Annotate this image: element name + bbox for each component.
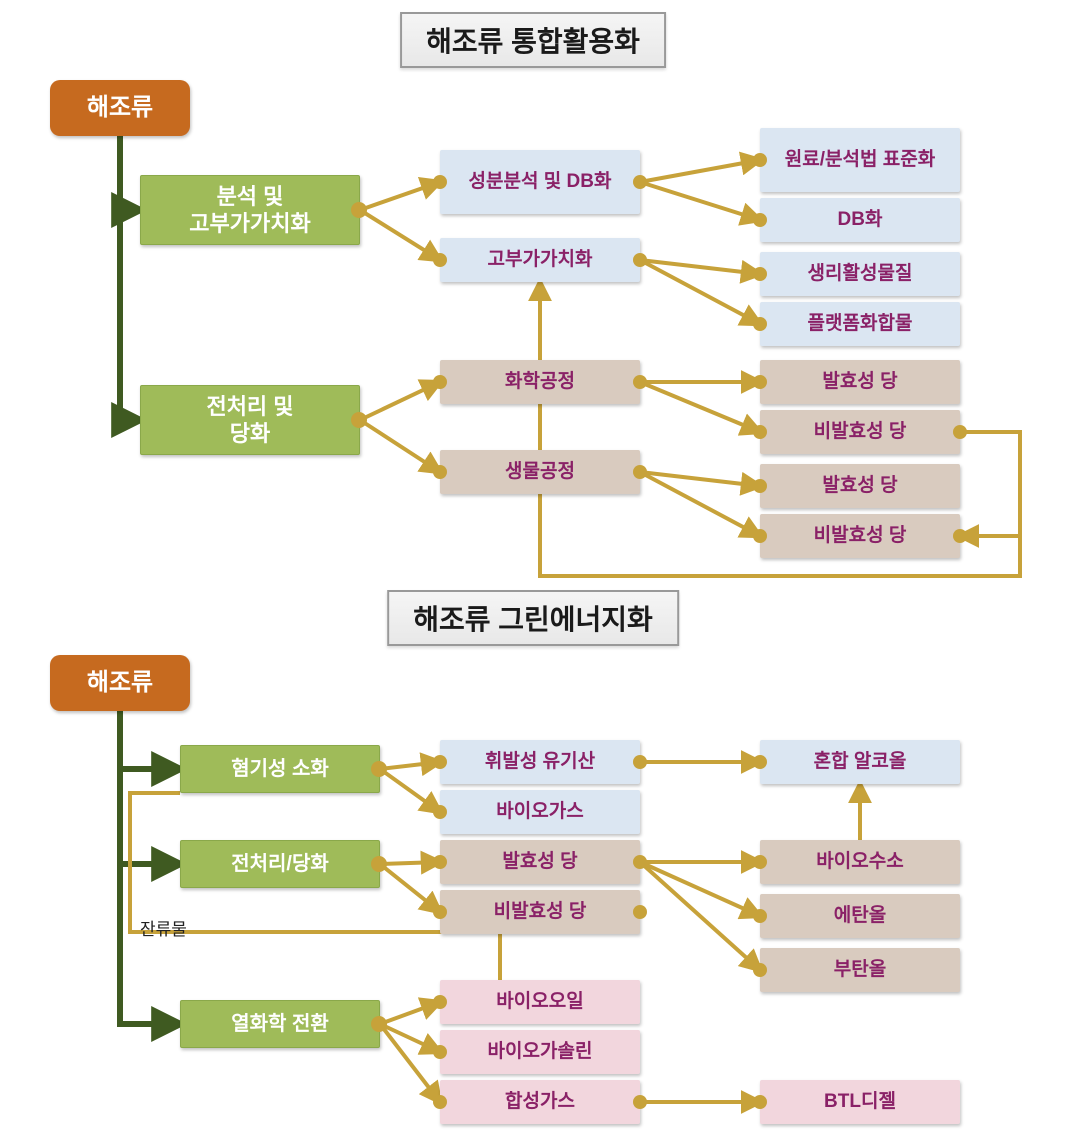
leaf-m3: 화학공정 (440, 360, 640, 404)
leaf-n4: 비발효성 당 (440, 890, 640, 934)
leaf-n6: 바이오가솔린 (440, 1030, 640, 1074)
leaf-n1: 휘발성 유기산 (440, 740, 640, 784)
section2-root: 해조류 (50, 655, 190, 711)
leaf-r2: DB화 (760, 198, 960, 242)
residue-label: 잔류물 (140, 915, 187, 940)
branch-c2: 전처리/당화 (180, 840, 380, 888)
leaf-r3: 생리활성물질 (760, 252, 960, 296)
leaf-r7: 발효성 당 (760, 464, 960, 508)
leaf-m4: 생물공정 (440, 450, 640, 494)
leaf-m2: 고부가가치화 (440, 238, 640, 282)
section1-root: 해조류 (50, 80, 190, 136)
leaf-r6: 비발효성 당 (760, 410, 960, 454)
branch-b1: 분석 및고부가가치화 (140, 175, 360, 245)
branch-b2: 전처리 및당화 (140, 385, 360, 455)
leaf-n3: 발효성 당 (440, 840, 640, 884)
section2-title: 해조류 그린에너지화 (387, 590, 679, 646)
leaf-r8: 비발효성 당 (760, 514, 960, 558)
leaf-p3: 에탄올 (760, 894, 960, 938)
leaf-r4: 플랫폼화합물 (760, 302, 960, 346)
leaf-m1: 성분분석 및 DB화 (440, 150, 640, 214)
leaf-r1: 원료/분석법 표준화 (760, 128, 960, 192)
leaf-n7: 합성가스 (440, 1080, 640, 1124)
leaf-n2: 바이오가스 (440, 790, 640, 834)
branch-c1: 혐기성 소화 (180, 745, 380, 793)
leaf-p2: 바이오수소 (760, 840, 960, 884)
diagram-canvas: 해조류 통합활용화 해조류 분석 및고부가가치화전처리 및당화 성분분석 및 D… (0, 0, 1066, 1141)
leaf-p1: 혼합 알코올 (760, 740, 960, 784)
leaf-p4: 부탄올 (760, 948, 960, 992)
leaf-r5: 발효성 당 (760, 360, 960, 404)
branch-c3: 열화학 전환 (180, 1000, 380, 1048)
leaf-n5: 바이오오일 (440, 980, 640, 1024)
leaf-p5: BTL디젤 (760, 1080, 960, 1124)
section1-title: 해조류 통합활용화 (400, 12, 666, 68)
